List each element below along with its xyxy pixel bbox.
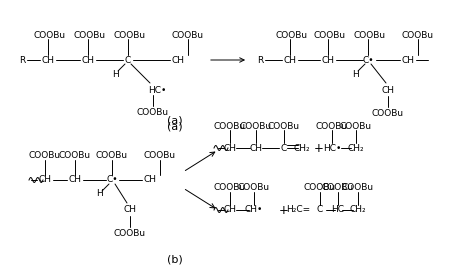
Text: (a): (a) xyxy=(167,121,183,131)
Text: CH: CH xyxy=(224,205,237,215)
Text: COOBu: COOBu xyxy=(342,183,374,192)
Text: COOBu: COOBu xyxy=(402,31,434,39)
Text: CH₂: CH₂ xyxy=(294,143,310,153)
Text: COOBu: COOBu xyxy=(137,108,169,116)
Text: COOBu: COOBu xyxy=(34,31,66,39)
Text: COOBu: COOBu xyxy=(96,152,128,160)
Text: R: R xyxy=(257,56,263,64)
Text: COOBu: COOBu xyxy=(304,183,336,192)
Text: COOBu: COOBu xyxy=(172,31,204,39)
Text: COOBu: COOBu xyxy=(240,121,272,130)
Text: COOBu: COOBu xyxy=(59,152,91,160)
Text: COOBu: COOBu xyxy=(214,183,246,192)
Text: C: C xyxy=(281,143,287,153)
Text: COOBu: COOBu xyxy=(144,152,176,160)
Text: CH: CH xyxy=(283,56,297,64)
Text: HC•: HC• xyxy=(148,86,166,95)
Text: COOBu: COOBu xyxy=(114,229,146,237)
Text: CH: CH xyxy=(82,56,94,64)
Text: CH₂: CH₂ xyxy=(348,143,365,153)
Text: COOBu: COOBu xyxy=(74,31,106,39)
Text: C•: C• xyxy=(106,175,118,185)
Text: CH: CH xyxy=(172,56,184,64)
Text: COOBu: COOBu xyxy=(276,31,308,39)
Text: +: + xyxy=(279,203,289,217)
Text: (a): (a) xyxy=(167,115,183,125)
Text: CH: CH xyxy=(321,56,335,64)
Text: +: + xyxy=(314,142,324,155)
Text: COOBu: COOBu xyxy=(372,108,404,118)
Text: CH: CH xyxy=(382,86,394,95)
Text: C: C xyxy=(317,205,323,215)
Text: CH₂: CH₂ xyxy=(350,205,366,215)
Text: CH: CH xyxy=(224,143,237,153)
Text: CH: CH xyxy=(42,56,55,64)
Text: COOBu: COOBu xyxy=(238,183,270,192)
Text: HC: HC xyxy=(331,205,345,215)
Text: CH: CH xyxy=(124,205,137,215)
Text: C•: C• xyxy=(362,56,374,64)
Text: CH: CH xyxy=(38,175,52,185)
Text: H₂C=: H₂C= xyxy=(286,205,310,215)
Text: COOBu: COOBu xyxy=(314,31,346,39)
Text: COOBu: COOBu xyxy=(322,183,354,192)
Text: COOBu: COOBu xyxy=(268,121,300,130)
Text: H: H xyxy=(97,190,103,198)
Text: H: H xyxy=(113,70,119,78)
Text: COOBu: COOBu xyxy=(354,31,386,39)
Text: CH: CH xyxy=(144,175,156,185)
Text: HC•: HC• xyxy=(323,143,341,153)
Text: CH: CH xyxy=(401,56,414,64)
Text: COOBu: COOBu xyxy=(316,121,348,130)
Text: CH: CH xyxy=(249,143,263,153)
Text: COOBu: COOBu xyxy=(340,121,372,130)
Text: COOBu: COOBu xyxy=(29,152,61,160)
Text: R: R xyxy=(19,56,25,64)
Text: H: H xyxy=(353,70,359,78)
Text: (b): (b) xyxy=(167,255,183,265)
Text: COOBu: COOBu xyxy=(114,31,146,39)
Text: C: C xyxy=(125,56,131,64)
Text: CH: CH xyxy=(69,175,82,185)
Text: CH•: CH• xyxy=(245,205,263,215)
Text: COOBu: COOBu xyxy=(214,121,246,130)
